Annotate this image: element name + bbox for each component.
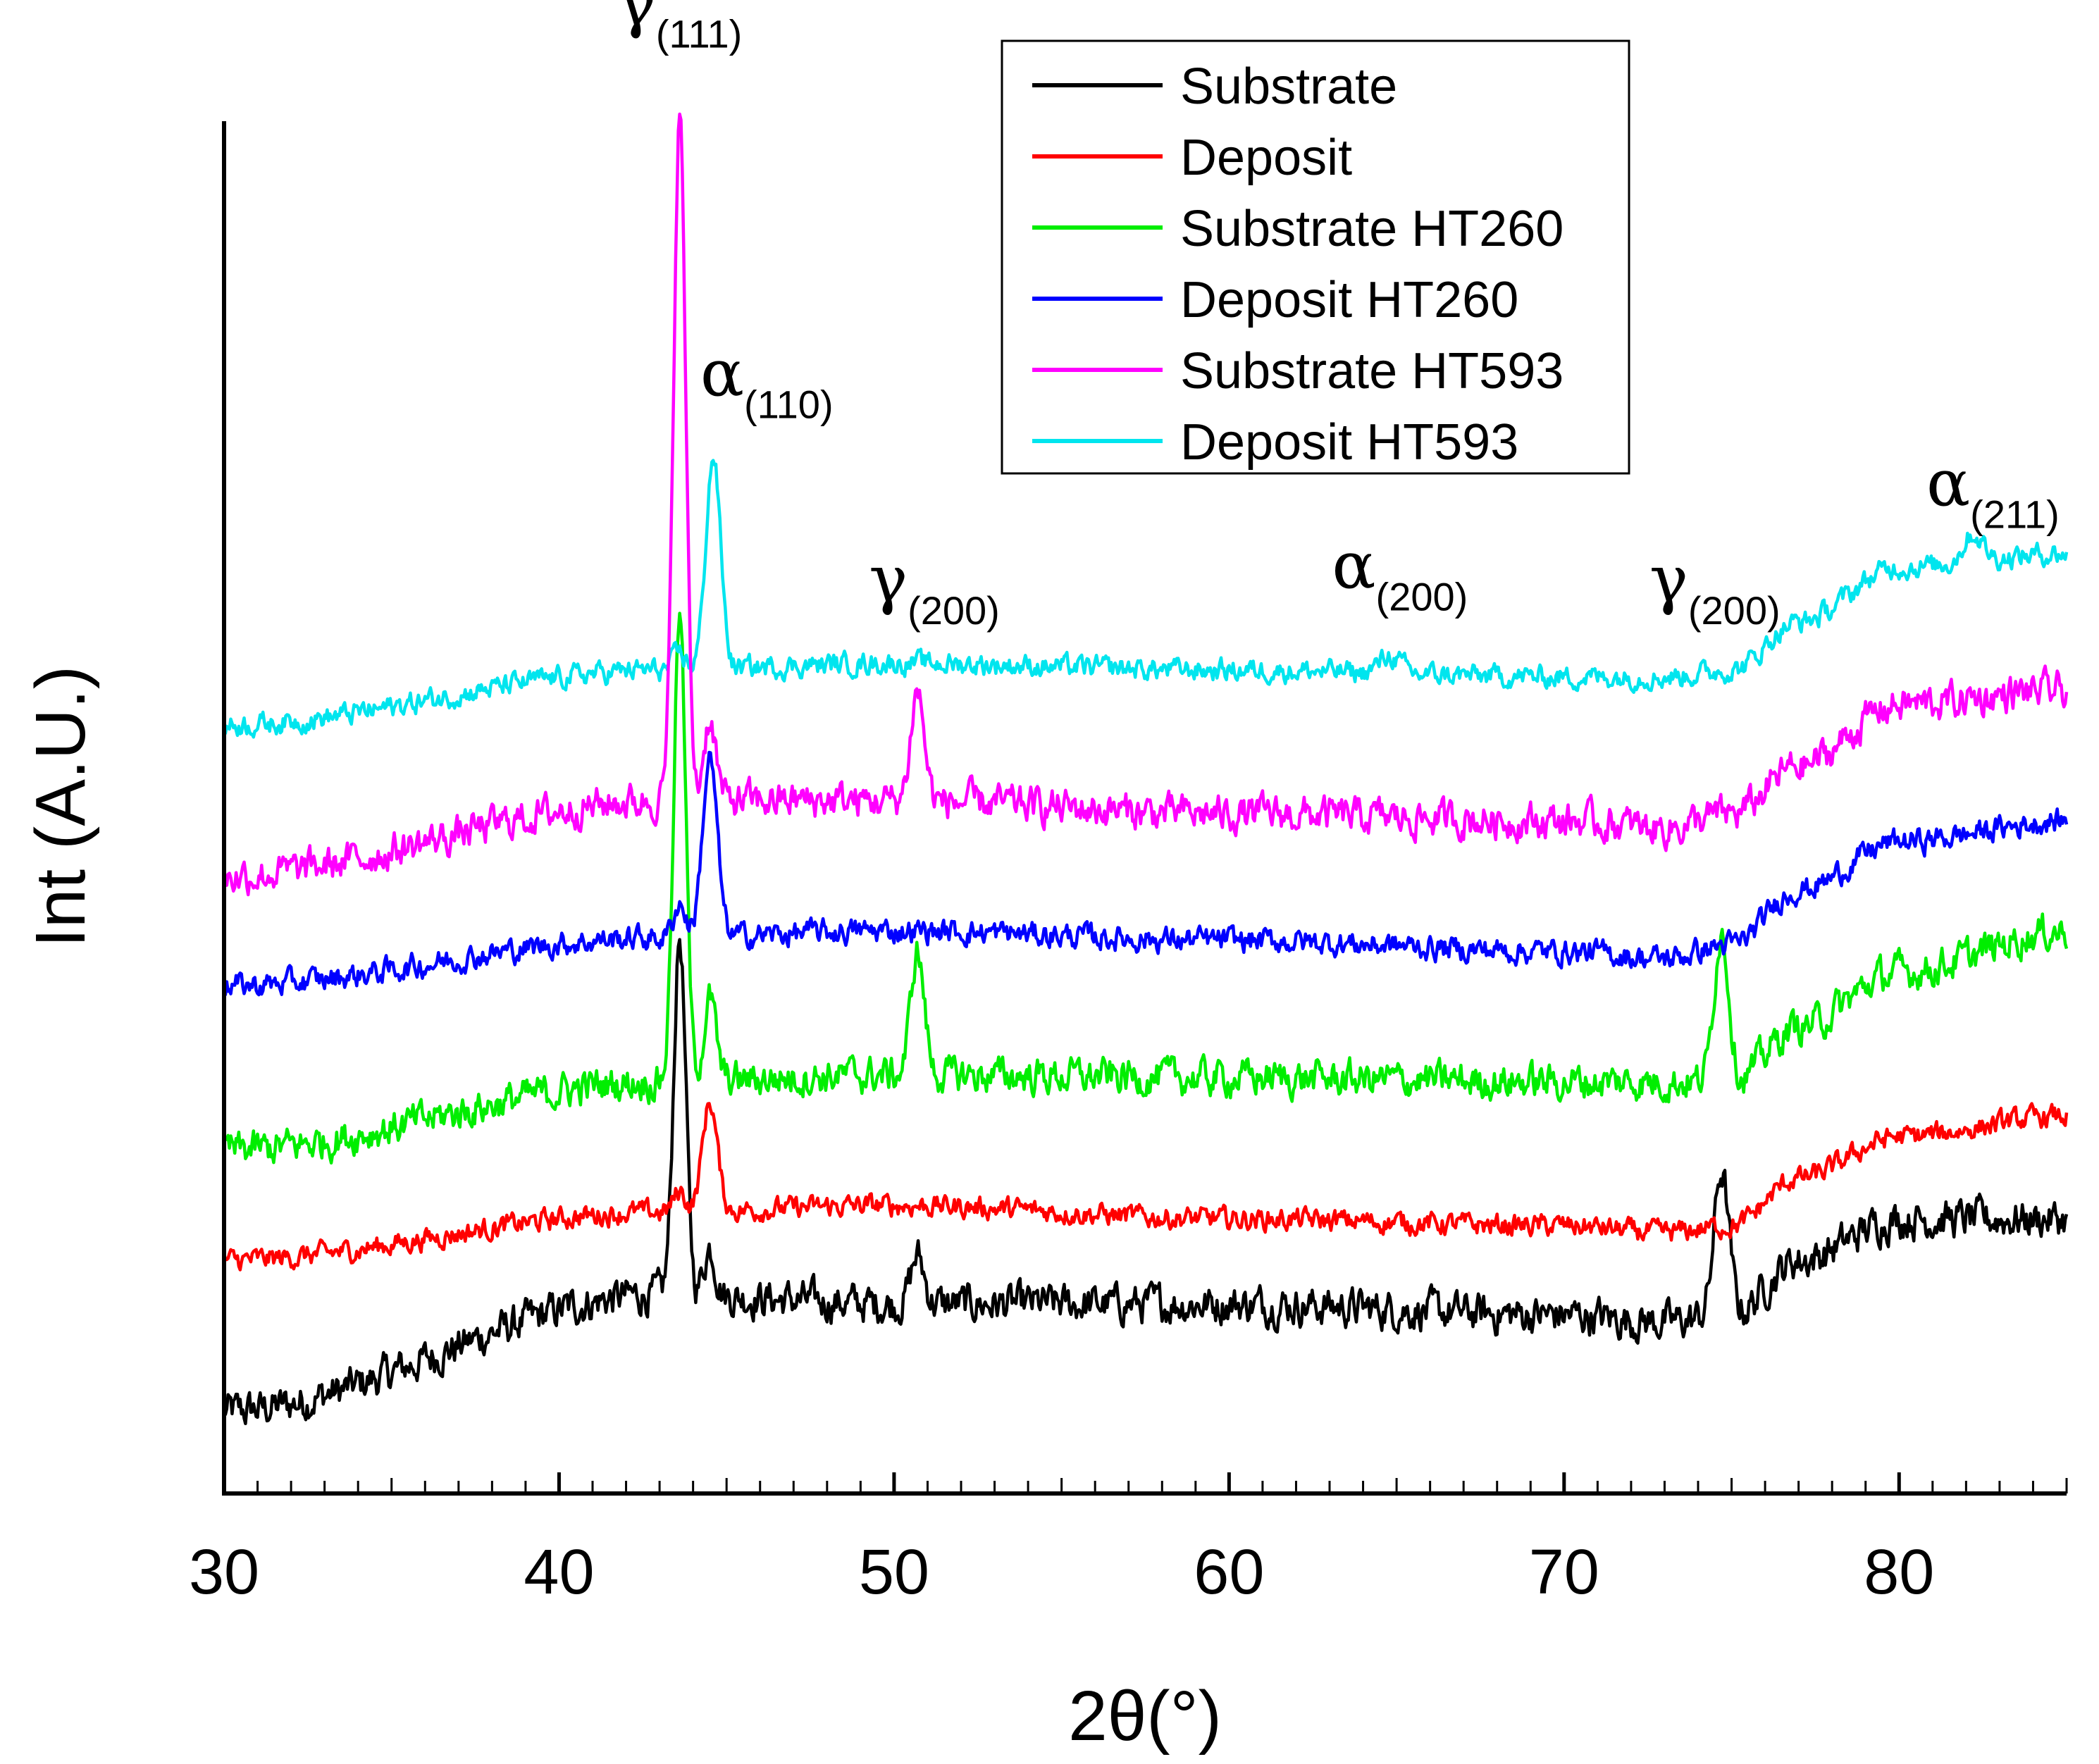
series-line-deposit-ht260	[222, 750, 2069, 997]
axes: 30 40 50 60 70 80 2θ(°) Int (A.U.)	[21, 121, 2068, 1756]
x-tick-label: 60	[1194, 1537, 1264, 1608]
peak-annotation: γ(200)	[869, 542, 1000, 633]
peak-annotation: α(211)	[1926, 445, 2060, 536]
series-line-substrate-ht593	[222, 112, 2069, 897]
peak-annotations: γ(111) α(110) γ(200) α(200) γ(200) α(211)	[617, 0, 2060, 633]
legend: Substrate Deposit Substrate HT260 Deposit H…	[1001, 39, 1630, 475]
y-axis-title: Int (A.U.)	[21, 666, 100, 948]
peak-annotation: α(110)	[700, 336, 834, 427]
x-tick-label: 40	[524, 1537, 594, 1608]
legend-label: Substrate	[1180, 58, 1397, 115]
series-line-deposit-ht593	[222, 459, 2069, 739]
series-layer	[222, 112, 2069, 1426]
x-tick-label: 80	[1864, 1537, 1934, 1608]
series-line-substrate	[222, 938, 2069, 1426]
legend-label: Substrate HT593	[1180, 343, 1564, 399]
legend-label: Deposit	[1180, 130, 1352, 186]
x-tick-label: 70	[1529, 1537, 1599, 1608]
x-tick-label: 50	[859, 1537, 929, 1608]
peak-annotation: α(200)	[1332, 528, 1468, 619]
legend-label: Deposit HT593	[1180, 414, 1518, 471]
x-tick-labels: 30 40 50 60 70 80	[189, 1537, 1934, 1608]
x-ticks	[222, 1472, 2068, 1493]
legend-label: Deposit HT260	[1180, 272, 1518, 328]
x-tick-label: 30	[189, 1537, 259, 1608]
legend-items: Substrate Deposit Substrate HT260 Deposit H…	[1032, 58, 1564, 471]
series-line-deposit	[222, 1102, 2069, 1272]
series-line-substrate-ht260	[222, 611, 2069, 1165]
peak-annotation: γ(200)	[1649, 542, 1781, 633]
legend-label: Substrate HT260	[1180, 201, 1564, 257]
peak-annotation: γ(111)	[617, 0, 742, 56]
legend-box	[1001, 39, 1630, 475]
x-axis-title: 2θ(°)	[1068, 1677, 1222, 1756]
